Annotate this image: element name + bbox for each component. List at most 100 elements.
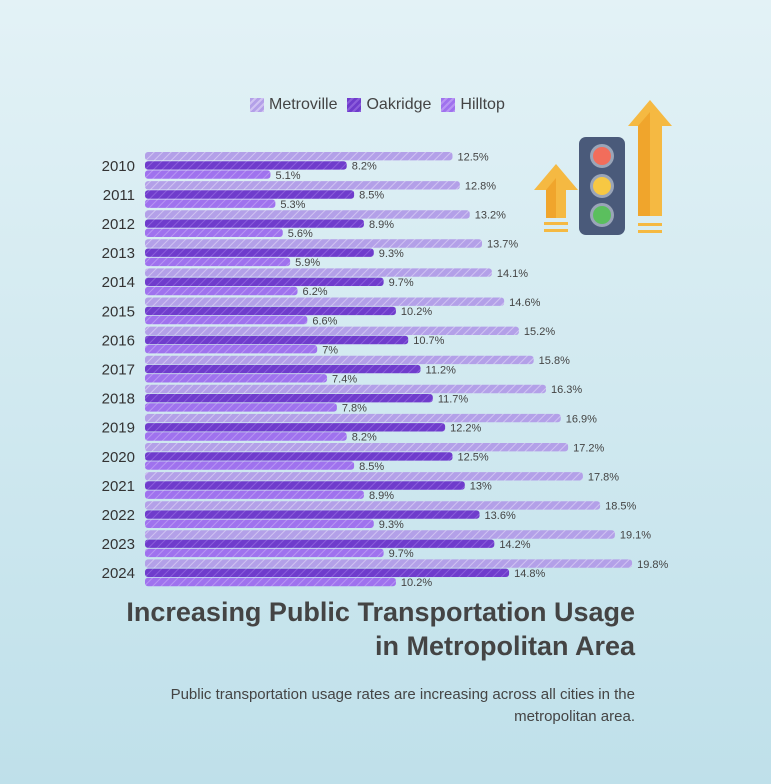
bar-metroville-2012[interactable] — [145, 210, 470, 219]
bar-metroville-2014[interactable] — [145, 268, 492, 277]
bar-oakridge-2023[interactable] — [145, 539, 495, 548]
y-tick-label-2020: 2020 — [102, 449, 135, 466]
bar-metroville-2013[interactable] — [145, 239, 483, 248]
bar-hilltop-2022[interactable] — [145, 519, 374, 528]
bar-hilltop-2012[interactable] — [145, 228, 283, 237]
data-label-oakridge-2023: 14.2% — [499, 539, 530, 551]
bar-hilltop-2018[interactable] — [145, 403, 337, 412]
legend-swatch-hilltop — [441, 98, 456, 112]
data-label-metroville-2020: 17.2% — [573, 442, 604, 454]
bar-oakridge-2019[interactable] — [145, 423, 446, 432]
bar-oakridge-2010[interactable] — [145, 161, 347, 170]
bar-oakridge-2021[interactable] — [145, 481, 465, 490]
bar-metroville-2022[interactable] — [145, 501, 601, 510]
data-label-oakridge-2011: 8.5% — [359, 190, 384, 202]
data-label-metroville-2017: 15.8% — [539, 355, 570, 367]
bar-metroville-2019[interactable] — [145, 413, 561, 423]
data-label-oakridge-2022: 13.6% — [485, 510, 516, 522]
bar-hilltop-2021[interactable] — [145, 490, 364, 499]
data-label-oakridge-2015: 10.2% — [401, 306, 432, 318]
bar-metroville-2024[interactable] — [145, 559, 633, 568]
bar-metroville-2011[interactable] — [145, 181, 460, 190]
data-label-oakridge-2016: 10.7% — [413, 335, 444, 347]
y-tick-label-2017: 2017 — [102, 362, 135, 379]
bar-hilltop-2024[interactable] — [145, 577, 396, 587]
bar-hilltop-2017[interactable] — [145, 374, 328, 383]
bar-hilltop-2010[interactable] — [145, 170, 271, 179]
bar-oakridge-2011[interactable] — [145, 190, 355, 199]
data-label-hilltop-2018: 7.8% — [342, 403, 367, 415]
data-label-hilltop-2014: 6.2% — [303, 286, 328, 298]
bar-metroville-2017[interactable] — [145, 355, 534, 365]
bar-oakridge-2015[interactable] — [145, 306, 396, 316]
legend-swatch-oakridge — [347, 98, 362, 112]
data-label-metroville-2023: 19.1% — [620, 530, 651, 542]
y-tick-label-2011: 2011 — [103, 187, 135, 204]
data-label-hilltop-2019: 8.2% — [352, 432, 377, 444]
data-label-metroville-2024: 19.8% — [637, 559, 668, 571]
data-label-hilltop-2013: 5.9% — [295, 257, 320, 269]
y-tick-label-2016: 2016 — [102, 332, 135, 349]
bar-oakridge-2020[interactable] — [145, 452, 453, 461]
data-label-hilltop-2015: 6.6% — [312, 315, 337, 327]
legend-item-oakridge[interactable]: Oakridge — [347, 96, 431, 114]
data-label-metroville-2011: 12.8% — [465, 181, 496, 193]
bar-hilltop-2020[interactable] — [145, 461, 355, 470]
y-tick-label-2014: 2014 — [102, 274, 135, 291]
bar-metroville-2020[interactable] — [145, 443, 569, 452]
bar-oakridge-2018[interactable] — [145, 394, 433, 403]
legend-item-metroville[interactable]: Metroville — [250, 96, 337, 114]
bar-hilltop-2016[interactable] — [145, 345, 318, 354]
data-label-metroville-2012: 13.2% — [475, 210, 506, 222]
bar-metroville-2015[interactable] — [145, 297, 505, 306]
bar-metroville-2010[interactable] — [145, 152, 453, 161]
bar-hilltop-2023[interactable] — [145, 548, 384, 558]
bar-hilltop-2013[interactable] — [145, 257, 291, 267]
data-label-hilltop-2024: 10.2% — [401, 577, 432, 589]
bar-oakridge-2024[interactable] — [145, 568, 510, 577]
bar-oakridge-2022[interactable] — [145, 510, 480, 519]
data-label-metroville-2022: 18.5% — [605, 501, 636, 513]
y-tick-label-2021: 2021 — [102, 478, 135, 495]
bar-hilltop-2011[interactable] — [145, 199, 276, 208]
legend-label-oakridge: Oakridge — [366, 96, 432, 113]
bar-hilltop-2014[interactable] — [145, 286, 298, 296]
data-label-hilltop-2023: 9.7% — [389, 548, 414, 560]
data-label-hilltop-2020: 8.5% — [359, 461, 384, 473]
data-label-hilltop-2010: 5.1% — [275, 170, 300, 182]
bar-metroville-2018[interactable] — [145, 384, 546, 394]
data-label-oakridge-2018: 11.7% — [438, 393, 469, 405]
bar-metroville-2021[interactable] — [145, 472, 583, 481]
data-label-metroville-2019: 16.9% — [566, 413, 597, 425]
bar-hilltop-2019[interactable] — [145, 432, 347, 441]
data-label-hilltop-2017: 7.4% — [332, 374, 357, 386]
data-label-metroville-2013: 13.7% — [487, 239, 518, 251]
legend-item-hilltop[interactable]: Hilltop — [441, 96, 505, 114]
bar-metroville-2016[interactable] — [145, 326, 519, 335]
data-label-hilltop-2011: 5.3% — [280, 199, 305, 211]
y-tick-label-2012: 2012 — [102, 216, 135, 233]
bar-hilltop-2015[interactable] — [145, 315, 308, 325]
data-label-metroville-2016: 15.2% — [524, 326, 555, 338]
data-label-hilltop-2021: 8.9% — [369, 490, 394, 502]
data-label-hilltop-2012: 5.6% — [288, 228, 313, 240]
y-tick-label-2018: 2018 — [102, 391, 135, 408]
data-label-metroville-2015: 14.6% — [509, 297, 540, 309]
y-tick-label-2022: 2022 — [102, 507, 135, 524]
bar-oakridge-2014[interactable] — [145, 277, 384, 286]
bar-metroville-2023[interactable] — [145, 530, 615, 539]
bar-oakridge-2017[interactable] — [145, 364, 421, 374]
chart-title: Increasing Public Transportation Usage i… — [126, 597, 635, 661]
bar-oakridge-2013[interactable] — [145, 248, 374, 257]
data-label-oakridge-2012: 8.9% — [369, 219, 394, 231]
data-label-metroville-2010: 12.5% — [458, 151, 489, 163]
bar-oakridge-2012[interactable] — [145, 219, 364, 228]
legend-label-metroville: Metroville — [269, 96, 338, 113]
y-tick-label-2019: 2019 — [102, 420, 135, 437]
data-label-metroville-2014: 14.1% — [497, 268, 528, 280]
bar-oakridge-2016[interactable] — [145, 335, 409, 345]
data-label-metroville-2018: 16.3% — [551, 384, 582, 396]
legend-swatch-metroville — [250, 98, 264, 112]
data-label-hilltop-2022: 9.3% — [379, 519, 404, 531]
